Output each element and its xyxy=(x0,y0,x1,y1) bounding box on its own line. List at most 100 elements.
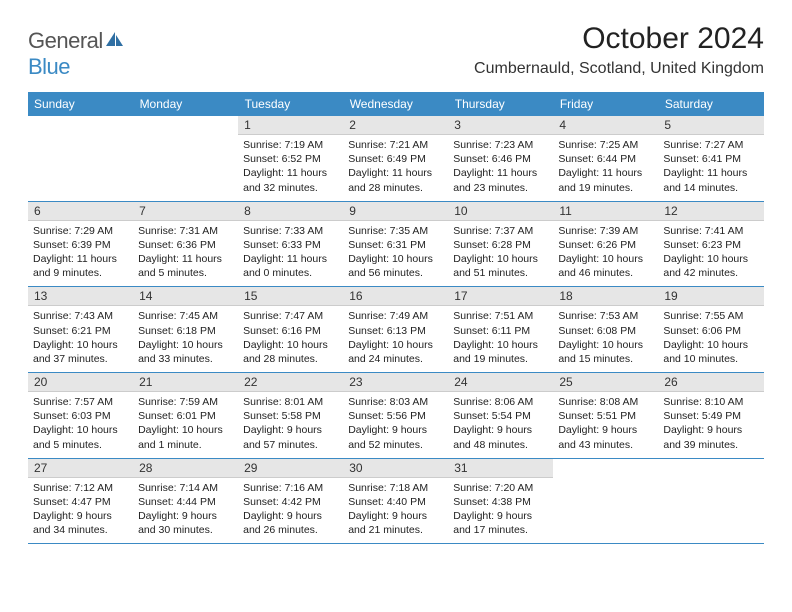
sunrise: Sunrise: 7:19 AM xyxy=(243,138,338,152)
sunset: Sunset: 6:23 PM xyxy=(663,238,758,252)
calendar-day: 9Sunrise: 7:35 AMSunset: 6:31 PMDaylight… xyxy=(343,201,448,287)
daylight: Daylight: 9 hours and 57 minutes. xyxy=(243,423,338,451)
calendar-day: 16Sunrise: 7:49 AMSunset: 6:13 PMDayligh… xyxy=(343,287,448,373)
calendar-day xyxy=(553,458,658,544)
day-details: Sunrise: 7:37 AMSunset: 6:28 PMDaylight:… xyxy=(448,221,553,287)
sunset: Sunset: 6:31 PM xyxy=(348,238,443,252)
calendar-table: SundayMondayTuesdayWednesdayThursdayFrid… xyxy=(28,92,764,544)
sunrise: Sunrise: 7:16 AM xyxy=(243,481,338,495)
daylight: Daylight: 9 hours and 39 minutes. xyxy=(663,423,758,451)
daylight: Daylight: 9 hours and 52 minutes. xyxy=(348,423,443,451)
day-number: 29 xyxy=(238,459,343,478)
calendar-day: 4Sunrise: 7:25 AMSunset: 6:44 PMDaylight… xyxy=(553,116,658,201)
daylight: Daylight: 10 hours and 56 minutes. xyxy=(348,252,443,280)
calendar-day: 25Sunrise: 8:08 AMSunset: 5:51 PMDayligh… xyxy=(553,373,658,459)
sunrise: Sunrise: 7:39 AM xyxy=(558,224,653,238)
daylight: Daylight: 10 hours and 1 minute. xyxy=(138,423,233,451)
day-number: 24 xyxy=(448,373,553,392)
day-header: Saturday xyxy=(658,92,763,116)
calendar-day: 1Sunrise: 7:19 AMSunset: 6:52 PMDaylight… xyxy=(238,116,343,201)
sunrise: Sunrise: 7:20 AM xyxy=(453,481,548,495)
sunset: Sunset: 6:11 PM xyxy=(453,324,548,338)
calendar-day: 23Sunrise: 8:03 AMSunset: 5:56 PMDayligh… xyxy=(343,373,448,459)
day-header: Tuesday xyxy=(238,92,343,116)
day-number: 30 xyxy=(343,459,448,478)
calendar-day: 19Sunrise: 7:55 AMSunset: 6:06 PMDayligh… xyxy=(658,287,763,373)
day-header: Sunday xyxy=(28,92,133,116)
sunset: Sunset: 6:41 PM xyxy=(663,152,758,166)
calendar-day: 28Sunrise: 7:14 AMSunset: 4:44 PMDayligh… xyxy=(133,458,238,544)
sunset: Sunset: 6:01 PM xyxy=(138,409,233,423)
calendar-day: 3Sunrise: 7:23 AMSunset: 6:46 PMDaylight… xyxy=(448,116,553,201)
calendar-day: 2Sunrise: 7:21 AMSunset: 6:49 PMDaylight… xyxy=(343,116,448,201)
logo-part2: Blue xyxy=(28,54,70,79)
calendar-day: 12Sunrise: 7:41 AMSunset: 6:23 PMDayligh… xyxy=(658,201,763,287)
sunrise: Sunrise: 7:14 AM xyxy=(138,481,233,495)
daylight: Daylight: 9 hours and 48 minutes. xyxy=(453,423,548,451)
sunset: Sunset: 6:33 PM xyxy=(243,238,338,252)
sunset: Sunset: 6:28 PM xyxy=(453,238,548,252)
daylight: Daylight: 11 hours and 23 minutes. xyxy=(453,166,548,194)
day-number: 25 xyxy=(553,373,658,392)
sunset: Sunset: 4:44 PM xyxy=(138,495,233,509)
sunset: Sunset: 6:21 PM xyxy=(33,324,128,338)
day-number: 22 xyxy=(238,373,343,392)
calendar-day: 5Sunrise: 7:27 AMSunset: 6:41 PMDaylight… xyxy=(658,116,763,201)
calendar-week: 13Sunrise: 7:43 AMSunset: 6:21 PMDayligh… xyxy=(28,287,764,373)
calendar-day: 26Sunrise: 8:10 AMSunset: 5:49 PMDayligh… xyxy=(658,373,763,459)
calendar-day: 31Sunrise: 7:20 AMSunset: 4:38 PMDayligh… xyxy=(448,458,553,544)
day-details: Sunrise: 7:57 AMSunset: 6:03 PMDaylight:… xyxy=(28,392,133,458)
day-number: 15 xyxy=(238,287,343,306)
sunset: Sunset: 4:47 PM xyxy=(33,495,128,509)
calendar-week: 6Sunrise: 7:29 AMSunset: 6:39 PMDaylight… xyxy=(28,201,764,287)
day-number: 10 xyxy=(448,202,553,221)
sunset: Sunset: 5:51 PM xyxy=(558,409,653,423)
calendar-day: 6Sunrise: 7:29 AMSunset: 6:39 PMDaylight… xyxy=(28,201,133,287)
sunrise: Sunrise: 7:51 AM xyxy=(453,309,548,323)
daylight: Daylight: 9 hours and 34 minutes. xyxy=(33,509,128,537)
day-number: 8 xyxy=(238,202,343,221)
sunset: Sunset: 4:40 PM xyxy=(348,495,443,509)
day-details: Sunrise: 7:59 AMSunset: 6:01 PMDaylight:… xyxy=(133,392,238,458)
sail-icon xyxy=(105,30,125,48)
day-details: Sunrise: 7:55 AMSunset: 6:06 PMDaylight:… xyxy=(658,306,763,372)
day-details: Sunrise: 7:33 AMSunset: 6:33 PMDaylight:… xyxy=(238,221,343,287)
day-details: Sunrise: 8:01 AMSunset: 5:58 PMDaylight:… xyxy=(238,392,343,458)
daylight: Daylight: 10 hours and 42 minutes. xyxy=(663,252,758,280)
daylight: Daylight: 11 hours and 32 minutes. xyxy=(243,166,338,194)
calendar-day: 18Sunrise: 7:53 AMSunset: 6:08 PMDayligh… xyxy=(553,287,658,373)
day-header-row: SundayMondayTuesdayWednesdayThursdayFrid… xyxy=(28,92,764,116)
sunrise: Sunrise: 7:41 AM xyxy=(663,224,758,238)
daylight: Daylight: 10 hours and 46 minutes. xyxy=(558,252,653,280)
calendar-day: 29Sunrise: 7:16 AMSunset: 4:42 PMDayligh… xyxy=(238,458,343,544)
day-number: 3 xyxy=(448,116,553,135)
sunset: Sunset: 6:18 PM xyxy=(138,324,233,338)
day-details: Sunrise: 7:25 AMSunset: 6:44 PMDaylight:… xyxy=(553,135,658,201)
day-details: Sunrise: 7:18 AMSunset: 4:40 PMDaylight:… xyxy=(343,478,448,544)
day-details: Sunrise: 7:53 AMSunset: 6:08 PMDaylight:… xyxy=(553,306,658,372)
sunrise: Sunrise: 7:57 AM xyxy=(33,395,128,409)
sunset: Sunset: 6:46 PM xyxy=(453,152,548,166)
sunrise: Sunrise: 7:18 AM xyxy=(348,481,443,495)
day-number: 23 xyxy=(343,373,448,392)
calendar-day: 27Sunrise: 7:12 AMSunset: 4:47 PMDayligh… xyxy=(28,458,133,544)
day-details: Sunrise: 7:16 AMSunset: 4:42 PMDaylight:… xyxy=(238,478,343,544)
day-details xyxy=(133,120,238,183)
day-details: Sunrise: 7:20 AMSunset: 4:38 PMDaylight:… xyxy=(448,478,553,544)
sunset: Sunset: 6:49 PM xyxy=(348,152,443,166)
daylight: Daylight: 9 hours and 21 minutes. xyxy=(348,509,443,537)
day-details: Sunrise: 7:35 AMSunset: 6:31 PMDaylight:… xyxy=(343,221,448,287)
calendar-day: 15Sunrise: 7:47 AMSunset: 6:16 PMDayligh… xyxy=(238,287,343,373)
sunrise: Sunrise: 7:43 AM xyxy=(33,309,128,323)
day-details xyxy=(28,120,133,183)
daylight: Daylight: 11 hours and 14 minutes. xyxy=(663,166,758,194)
calendar-week: 27Sunrise: 7:12 AMSunset: 4:47 PMDayligh… xyxy=(28,458,764,544)
sunset: Sunset: 6:06 PM xyxy=(663,324,758,338)
day-number: 4 xyxy=(553,116,658,135)
day-number: 14 xyxy=(133,287,238,306)
daylight: Daylight: 10 hours and 33 minutes. xyxy=(138,338,233,366)
day-details: Sunrise: 7:12 AMSunset: 4:47 PMDaylight:… xyxy=(28,478,133,544)
day-header: Monday xyxy=(133,92,238,116)
sunset: Sunset: 6:39 PM xyxy=(33,238,128,252)
daylight: Daylight: 10 hours and 5 minutes. xyxy=(33,423,128,451)
